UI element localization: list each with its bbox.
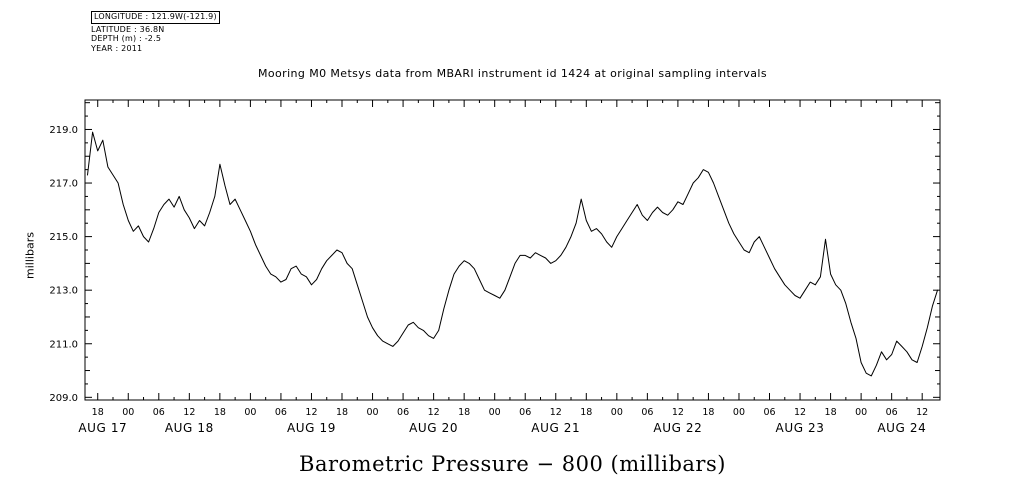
plot-border: [84, 99, 941, 401]
metadata-block: LONGITUDE : 121.9W(-121.9) LATITUDE : 36…: [91, 11, 220, 53]
x-hour-tick-label: 12: [672, 407, 684, 418]
y-tick-label: 209.0: [49, 393, 78, 404]
x-hour-tick-label: 00: [122, 407, 134, 418]
x-hour-tick-label: 18: [825, 407, 837, 418]
x-date-label: AUG 17: [78, 421, 127, 435]
y-tick-label: 213.0: [49, 286, 78, 297]
x-hour-tick-label: 18: [214, 407, 226, 418]
x-hour-tick-label: 06: [519, 407, 531, 418]
x-date-label: AUG 18: [165, 421, 214, 435]
x-date-label: AUG 19: [287, 421, 336, 435]
x-hour-tick-label: 06: [275, 407, 287, 418]
x-hour-tick-label: 00: [244, 407, 256, 418]
x-hour-tick-label: 12: [428, 407, 440, 418]
x-hour-tick-label: 06: [763, 407, 775, 418]
x-hour-tick-label: 12: [183, 407, 195, 418]
pressure-trace: [87, 131, 938, 377]
x-hour-tick-label: 12: [550, 407, 562, 418]
x-hour-tick-label: 18: [336, 407, 348, 418]
y-tick-label: 219.0: [49, 125, 78, 136]
x-hour-tick-label: 18: [458, 407, 470, 418]
x-date-label: AUG 24: [877, 421, 926, 435]
x-hour-tick-label: 12: [794, 407, 806, 418]
metadata-longitude: LONGITUDE : 121.9W(-121.9): [91, 11, 220, 24]
metadata-depth: DEPTH (m) : -2.5: [91, 34, 162, 43]
x-hour-tick-label: 00: [855, 407, 867, 418]
metadata-year: YEAR : 2011: [91, 43, 143, 53]
x-axis-bottom-label: Barometric Pressure − 800 (millibars): [299, 452, 726, 476]
x-hour-tick-label: 00: [611, 407, 623, 418]
y-tick-label: 217.0: [49, 179, 78, 190]
x-date-label: AUG 23: [776, 421, 825, 435]
x-date-label: AUG 20: [409, 421, 458, 435]
metadata-latitude: LATITUDE : 36.8N: [91, 24, 165, 34]
x-hour-tick-label: 18: [580, 407, 592, 418]
x-hour-tick-label: 18: [702, 407, 714, 418]
x-hour-tick-label: 18: [92, 407, 104, 418]
x-hour-tick-label: 00: [366, 407, 378, 418]
chart-title: Mooring M0 Metsys data from MBARI instru…: [258, 67, 767, 80]
x-hour-tick-label: 12: [305, 407, 317, 418]
x-date-label: AUG 22: [653, 421, 702, 435]
y-tick-label: 211.0: [49, 339, 78, 350]
x-hour-tick-label: 12: [916, 407, 928, 418]
x-hour-tick-label: 06: [641, 407, 653, 418]
x-hour-tick-label: 06: [886, 407, 898, 418]
x-hour-tick-label: 06: [153, 407, 165, 418]
y-tick-label: 215.0: [49, 232, 78, 243]
x-hour-tick-label: 00: [733, 407, 745, 418]
x-hour-tick-label: 06: [397, 407, 409, 418]
x-hour-tick-label: 00: [489, 407, 501, 418]
x-date-label: AUG 21: [531, 421, 580, 435]
